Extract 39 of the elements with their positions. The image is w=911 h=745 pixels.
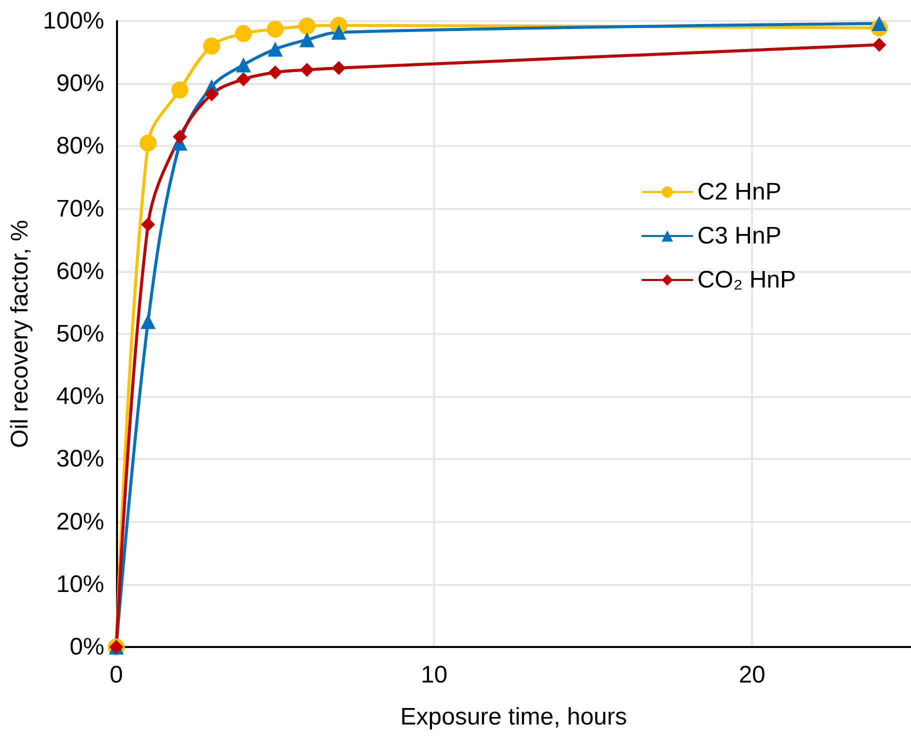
y-tick-label: 60% — [56, 258, 104, 285]
x-axis-title: Exposure time, hours — [400, 704, 628, 730]
point — [268, 65, 282, 80]
legend-label: C3 HnP — [697, 222, 782, 250]
point — [171, 81, 188, 98]
y-tick-label: 40% — [56, 383, 104, 410]
point — [872, 16, 887, 32]
y-tick-label: 20% — [56, 508, 104, 536]
x-tick-label: 0 — [110, 662, 123, 688]
y-tick-label: 30% — [56, 446, 104, 473]
y-tick-label: 100% — [42, 8, 104, 34]
point — [204, 87, 219, 102]
y-tick-label: 90% — [56, 70, 104, 98]
point — [298, 18, 316, 35]
point — [234, 25, 252, 42]
point — [203, 38, 220, 55]
point — [872, 38, 886, 52]
point — [236, 57, 251, 72]
legend-label: CO₂ HnP — [697, 266, 796, 294]
point — [266, 20, 284, 38]
point — [300, 32, 315, 48]
point — [140, 314, 156, 329]
point — [172, 130, 187, 144]
x-tick-label: 10 — [420, 662, 448, 688]
y-tick-label: 10% — [56, 570, 104, 598]
point — [140, 134, 157, 152]
point — [332, 60, 346, 75]
point — [300, 62, 314, 77]
point — [331, 24, 346, 40]
point — [236, 72, 250, 86]
y-tick-label: 70% — [56, 195, 104, 222]
legend-label: C2 HnP — [697, 178, 782, 206]
x-tick-label: 20 — [738, 662, 766, 688]
y-axis-title: Oil recovery factor, % — [6, 220, 34, 448]
y-tick-label: 0% — [70, 634, 104, 660]
point — [268, 42, 283, 57]
y-tick-label: 50% — [56, 320, 104, 348]
point — [141, 217, 156, 232]
y-tick-label: 80% — [56, 132, 104, 160]
